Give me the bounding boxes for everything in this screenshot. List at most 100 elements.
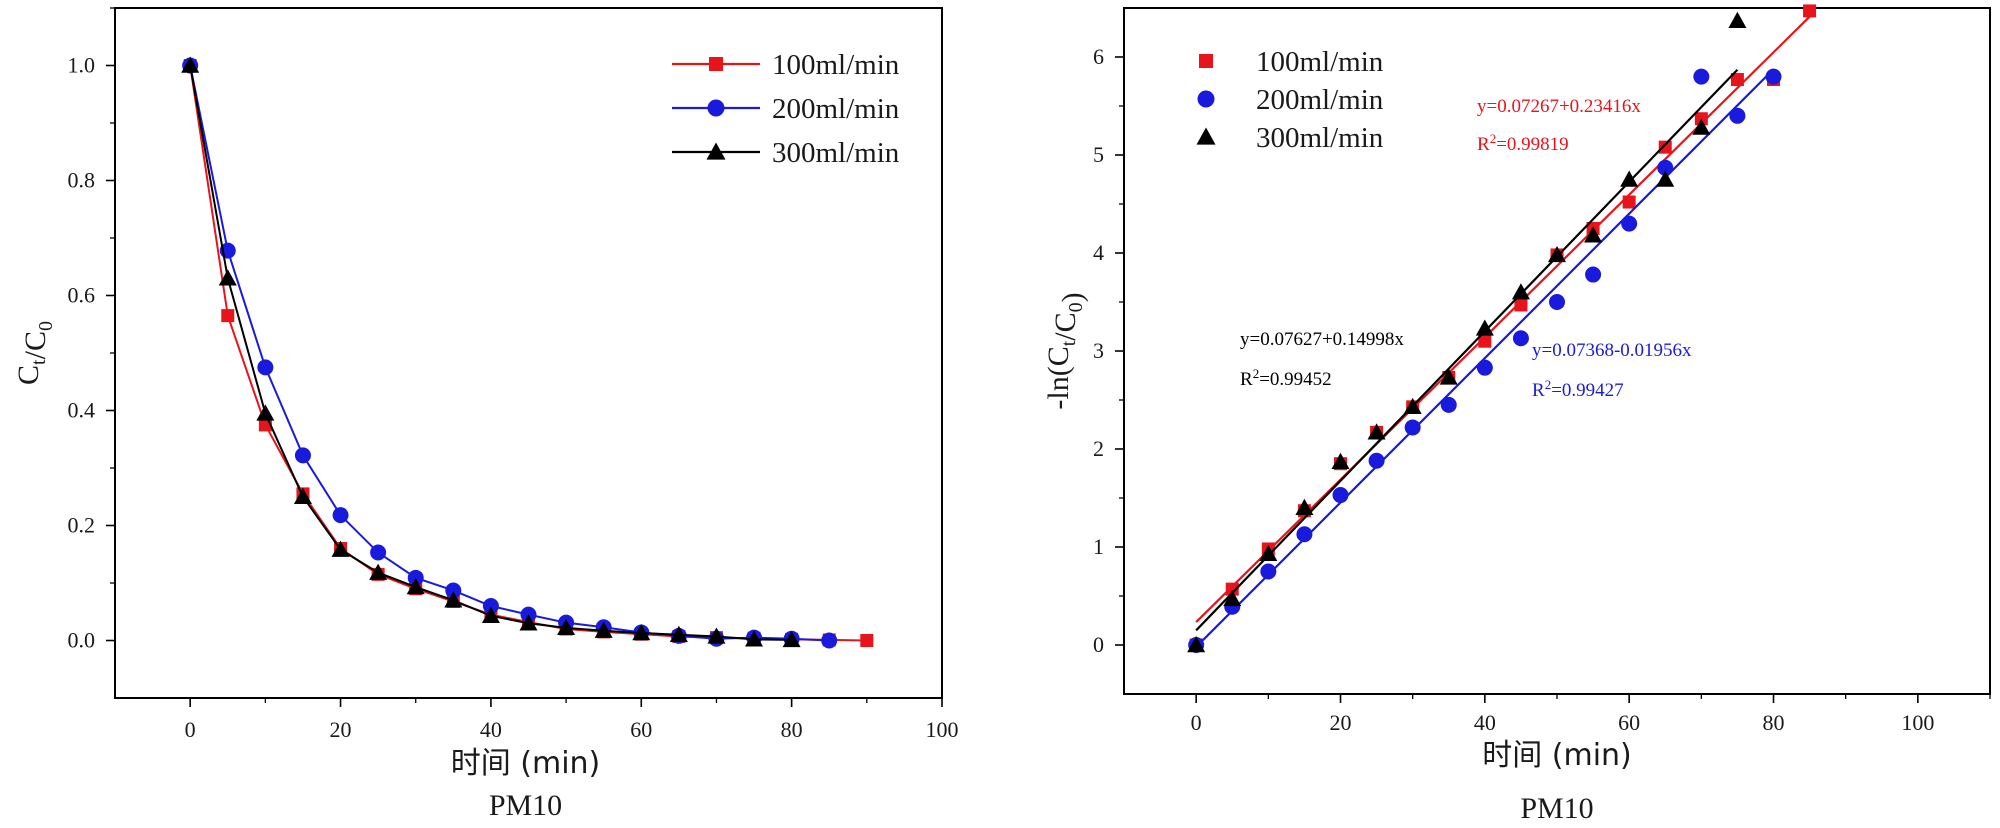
- fit-r2: R2=0.99427: [1532, 377, 1624, 401]
- y-tick-label: 0.4: [68, 398, 96, 423]
- data-point: [557, 618, 576, 636]
- data-point: [444, 591, 463, 608]
- left-chart-decay-curves: 0 20 40 60 80 100 0.0 0.2 0.4 0.6 0.8 1.0 时间 (min) PM…: [12, 7, 959, 822]
- data-point: [1765, 68, 1782, 85]
- data-point: [218, 269, 237, 286]
- data-point: [1223, 589, 1242, 607]
- data-point: [1657, 159, 1674, 176]
- data-point: [1475, 319, 1494, 336]
- data-point: [1295, 498, 1314, 515]
- fit-r2: R2=0.99819: [1477, 131, 1569, 155]
- x-tick-label: 60: [1618, 710, 1640, 735]
- data-point: [1692, 118, 1711, 135]
- data-point: [1296, 526, 1313, 543]
- data-point: [370, 544, 387, 561]
- x-tick-label: 80: [781, 717, 803, 742]
- data-point: [1332, 487, 1349, 504]
- data-point: [482, 598, 499, 614]
- y-tick-label: 3: [1093, 338, 1104, 363]
- data-point: [256, 404, 275, 421]
- fit-equation: y=0.07368-0.01956x: [1532, 340, 1692, 361]
- data-point: [1658, 140, 1672, 154]
- chart-caption: PM10: [489, 789, 562, 822]
- x-tick-label: 100: [1901, 710, 1934, 735]
- x-axis-title: 时间 (min): [451, 746, 601, 781]
- data-point: [294, 447, 311, 464]
- y-tick-label: 5: [1093, 142, 1104, 167]
- data-point: [1367, 423, 1386, 440]
- data-point: [1187, 636, 1206, 653]
- y-tick-label: 2: [1093, 436, 1104, 461]
- data-point: [407, 569, 424, 586]
- x-tick-label: 60: [630, 717, 652, 742]
- legend-label: 100ml/min: [1256, 46, 1384, 78]
- fit-equation: y=0.07627+0.14998x: [1240, 329, 1404, 350]
- x-tick-label: 100: [926, 717, 959, 742]
- data-point: [1331, 452, 1350, 469]
- legend-label: 100ml/min: [772, 49, 900, 81]
- data-point: [1259, 544, 1278, 562]
- fit-r2: R2=0.99452: [1240, 366, 1332, 390]
- y-tick-label: 1: [1093, 534, 1104, 559]
- y-axis-title: -ln(Ct/C0): [1042, 292, 1089, 409]
- y-tick-label: 0.0: [68, 628, 96, 653]
- data-point: [1622, 195, 1636, 209]
- data-point: [1728, 11, 1747, 28]
- x-axis-title: 时间 (min): [1482, 738, 1632, 773]
- fit-line: [1195, 68, 1775, 648]
- y-tick-label: 0.2: [68, 513, 96, 538]
- data-point: [1511, 283, 1530, 300]
- data-point: [1548, 245, 1566, 263]
- data-point: [1404, 419, 1421, 436]
- legend-label: 200ml/min: [1256, 84, 1384, 116]
- data-point: [1729, 107, 1746, 124]
- data-point: [745, 630, 764, 647]
- fit-line: [1195, 68, 1739, 632]
- data-point: [369, 563, 388, 580]
- y-tick-label: 0.8: [68, 168, 96, 193]
- x-tick-label: 80: [1763, 710, 1785, 735]
- data-point: [1620, 170, 1639, 187]
- legend-label: 300ml/min: [772, 137, 900, 169]
- data-point: [221, 309, 235, 323]
- series-line: [189, 65, 867, 642]
- legend-marker: [707, 99, 725, 117]
- legend-marker: [1197, 90, 1215, 108]
- legend-marker: [709, 57, 723, 71]
- data-point: [821, 632, 838, 649]
- data-point: [1512, 330, 1529, 347]
- y-axis-title: Ct/C0: [12, 321, 57, 385]
- legend-marker: [706, 142, 726, 160]
- legend-label: 200ml/min: [772, 93, 900, 125]
- data-point: [1368, 452, 1385, 469]
- data-point: [181, 56, 200, 73]
- data-point: [332, 507, 349, 524]
- data-point: [481, 606, 500, 623]
- data-point: [1439, 368, 1458, 385]
- legend-marker: [1199, 54, 1213, 68]
- x-tick-label: 0: [1191, 710, 1202, 735]
- data-point: [1549, 294, 1565, 310]
- data-point: [293, 487, 312, 504]
- data-point: [406, 578, 425, 595]
- legend-label: 300ml/min: [1256, 122, 1384, 154]
- data-point: [1656, 170, 1675, 187]
- data-point: [1476, 359, 1493, 376]
- data-point: [1514, 298, 1528, 312]
- data-point: [1478, 334, 1492, 348]
- data-point: [257, 359, 274, 376]
- data-point: [1693, 68, 1710, 85]
- data-point: [782, 630, 801, 648]
- data-point: [860, 634, 874, 647]
- y-tick-label: 0: [1093, 632, 1104, 657]
- x-tick-label: 0: [185, 717, 196, 742]
- data-point: [669, 625, 688, 642]
- data-point: [1260, 563, 1277, 580]
- data-point: [1621, 215, 1638, 232]
- data-point: [331, 540, 350, 557]
- legend-marker: [1196, 127, 1216, 145]
- data-point: [1730, 73, 1744, 87]
- data-point: [519, 614, 538, 631]
- data-point: [1803, 4, 1817, 18]
